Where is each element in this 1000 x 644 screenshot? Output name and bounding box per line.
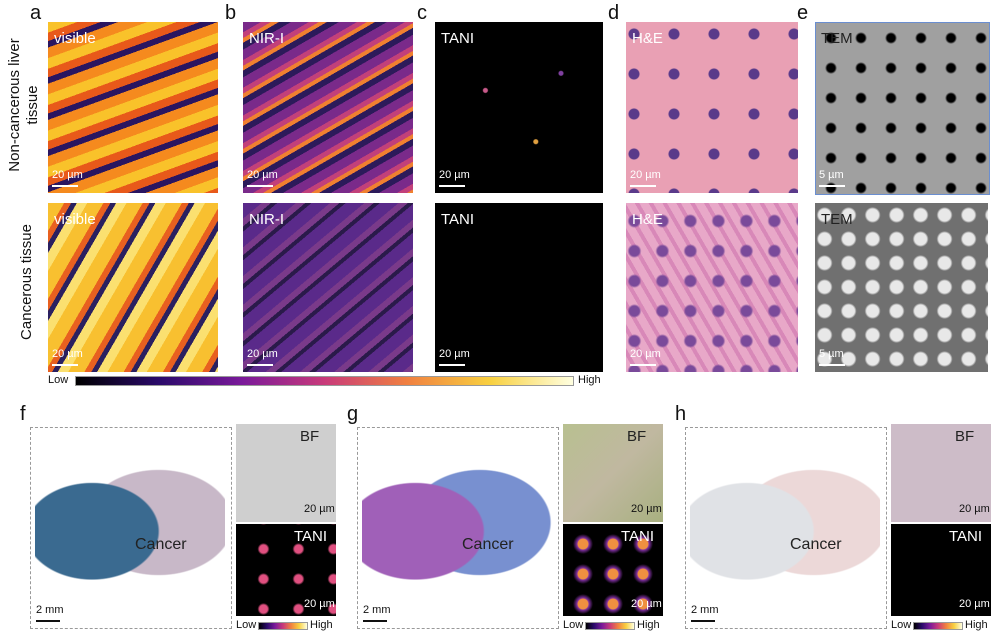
panel-label: TANI	[441, 30, 475, 47]
scale-text: 20 µm	[631, 598, 662, 610]
panel-label: visible	[54, 211, 96, 228]
scale-text: 20 µm	[52, 169, 83, 181]
panel-label: visible	[54, 30, 96, 47]
row-label: Cancerous tissue	[18, 224, 35, 340]
image-panel	[243, 203, 413, 372]
scale-text: 2 mm	[363, 604, 391, 616]
tani-panel	[891, 524, 991, 616]
scale-bar	[52, 364, 78, 366]
scale-bar	[52, 185, 78, 187]
scale-text: 20 µm	[304, 598, 335, 610]
colorbar	[585, 622, 635, 630]
overview-box	[685, 427, 887, 629]
image-panel	[243, 22, 413, 193]
tani-label: TANI	[621, 528, 655, 545]
overview-box	[357, 427, 559, 629]
image-panel	[815, 203, 988, 372]
colorbar-low: Low	[891, 619, 912, 631]
panel-label: H&E	[632, 211, 663, 228]
bf-label: BF	[955, 428, 975, 445]
scale-bar	[439, 185, 465, 187]
panel-label: TEM	[821, 211, 853, 228]
scale-text: 20 µm	[439, 169, 470, 181]
scale-text: 20 µm	[247, 348, 278, 360]
colorbar-low: Low	[563, 619, 584, 631]
scale-text: 20 µm	[247, 169, 278, 181]
bf-panel	[236, 424, 336, 522]
colorbar	[75, 376, 574, 386]
scale-text: 20 µm	[304, 503, 335, 515]
region-label: Cancer	[462, 536, 514, 553]
tani-label: TANI	[949, 528, 983, 545]
scale-bar	[247, 364, 273, 366]
image-panel	[48, 22, 218, 193]
row-label: Non-cancerous liver tissue	[6, 38, 41, 172]
colorbar-high: High	[578, 374, 601, 386]
colorbar-low: Low	[236, 619, 257, 631]
scale-bar	[439, 364, 465, 366]
image-panel	[435, 203, 603, 372]
panel-letter: d	[608, 2, 620, 24]
scale-text: 5 µm	[819, 348, 844, 360]
colorbar	[258, 622, 308, 630]
region-label: Cancer	[790, 536, 842, 553]
overview-box	[30, 427, 232, 629]
image-panel	[626, 22, 798, 193]
scale-bar	[36, 620, 60, 622]
image-panel	[815, 22, 990, 195]
bf-panel	[563, 424, 663, 522]
scale-text: 2 mm	[36, 604, 64, 616]
colorbar-high: High	[310, 619, 333, 631]
colorbar	[913, 622, 963, 630]
scale-bar	[247, 185, 273, 187]
tissue-image	[35, 435, 225, 610]
panel-letter: a	[30, 2, 42, 24]
panel-letter: h	[675, 403, 687, 425]
scale-text: 20 µm	[631, 503, 662, 515]
bf-panel	[891, 424, 991, 522]
scale-bar	[819, 364, 845, 366]
colorbar-high: High	[965, 619, 988, 631]
tani-panel	[563, 524, 663, 616]
bf-label: BF	[627, 428, 647, 445]
panel-label: TEM	[821, 30, 853, 47]
panel-letter: g	[347, 403, 359, 425]
panel-label: H&E	[632, 30, 663, 47]
tissue-image	[690, 435, 880, 610]
tani-label: TANI	[294, 528, 328, 545]
region-label: Cancer	[135, 536, 187, 553]
panel-letter: c	[417, 2, 427, 24]
scale-text: 20 µm	[959, 503, 990, 515]
scale-bar	[691, 620, 715, 622]
image-panel	[626, 203, 798, 372]
bf-label: BF	[300, 428, 320, 445]
panel-label: TANI	[441, 211, 475, 228]
panel-letter: e	[797, 2, 809, 24]
scale-text: 20 µm	[630, 169, 661, 181]
scale-bar	[363, 620, 387, 622]
panel-label: NIR-I	[249, 30, 284, 47]
panel-letter: f	[20, 403, 26, 425]
scale-bar	[819, 185, 845, 187]
scale-text: 20 µm	[439, 348, 470, 360]
colorbar-low: Low	[48, 374, 69, 386]
scale-bar	[630, 185, 656, 187]
panel-label: NIR-I	[249, 211, 284, 228]
panel-letter: b	[225, 2, 237, 24]
tissue-image	[362, 435, 552, 610]
scale-text: 20 µm	[959, 598, 990, 610]
tani-panel	[236, 524, 336, 616]
scale-text: 2 mm	[691, 604, 719, 616]
image-panel	[48, 203, 218, 372]
scale-bar	[630, 364, 656, 366]
scale-text: 5 µm	[819, 169, 844, 181]
colorbar-high: High	[637, 619, 660, 631]
image-panel	[435, 22, 603, 193]
scale-text: 20 µm	[52, 348, 83, 360]
scale-text: 20 µm	[630, 348, 661, 360]
